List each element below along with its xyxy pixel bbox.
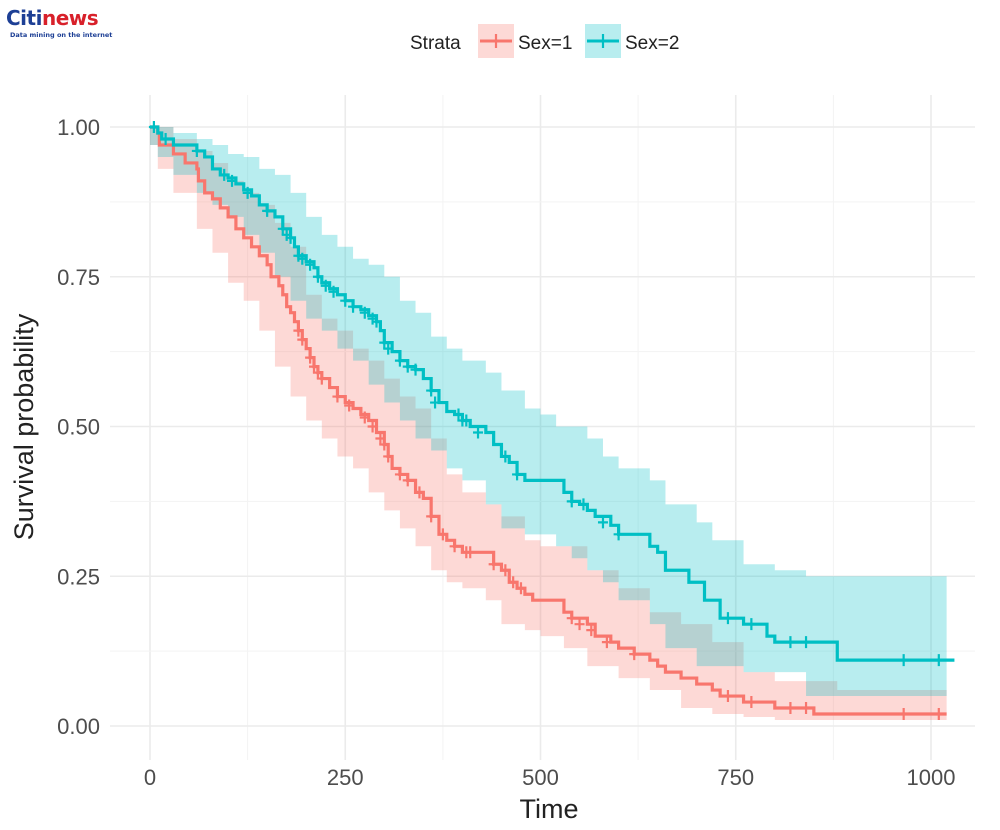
- censor-mark-1: [465, 546, 476, 559]
- censor-mark-1: [359, 411, 370, 424]
- x-tick-label: 250: [327, 765, 364, 790]
- censor-mark-2: [285, 231, 296, 244]
- censor-mark-2: [426, 384, 437, 397]
- y-axis-label: Survival probability: [9, 313, 39, 540]
- y-tick-label: 0.00: [57, 714, 100, 739]
- censor-mark-2: [328, 285, 339, 298]
- logo-part-news: news: [41, 6, 99, 30]
- logo-tagline: Data mining on the internet: [10, 31, 113, 39]
- censor-mark-1: [574, 618, 585, 631]
- censor-mark-1: [898, 708, 909, 721]
- censor-mark-1: [297, 333, 308, 346]
- censor-mark-2: [597, 516, 608, 529]
- chart-legend: Strata Sex=1 Sex=2: [410, 24, 679, 58]
- censor-mark-1: [801, 702, 812, 715]
- censor-mark-2: [473, 426, 484, 439]
- censor-mark-1: [508, 576, 519, 589]
- censor-mark-2: [227, 174, 238, 187]
- censor-mark-1: [566, 612, 577, 625]
- censor-mark-1: [402, 474, 413, 487]
- censor-mark-1: [332, 390, 343, 403]
- censor-mark-1: [449, 540, 460, 553]
- censor-mark-1: [305, 351, 316, 364]
- citinews-logo: Citinews Data mining on the internet: [6, 6, 126, 46]
- censor-mark-2: [746, 618, 757, 631]
- censor-mark-2: [262, 204, 273, 217]
- censor-mark-1: [344, 399, 355, 412]
- censor-mark-1: [426, 510, 437, 523]
- censor-mark-2: [340, 294, 351, 307]
- x-tick-label: 0: [144, 765, 156, 790]
- censor-mark-2: [722, 612, 733, 625]
- y-tick-label: 0.75: [57, 265, 100, 290]
- censor-mark-2: [297, 252, 308, 265]
- censor-mark-1: [601, 636, 612, 649]
- censor-mark-1: [515, 582, 526, 595]
- censor-mark-2: [312, 270, 323, 283]
- censor-mark-2: [148, 121, 159, 133]
- y-tick-label: 0.50: [57, 415, 100, 440]
- y-tick-label: 1.00: [57, 115, 100, 140]
- legend-label: Sex=2: [625, 33, 679, 54]
- censor-mark-2: [578, 498, 589, 511]
- censor-mark-2: [348, 300, 359, 313]
- censor-mark-2: [785, 636, 796, 649]
- censor-mark-2: [500, 450, 511, 463]
- censor-mark-1: [367, 420, 378, 433]
- confidence-bands: [150, 127, 947, 721]
- censor-mark-2: [512, 468, 523, 481]
- censor-mark-2: [219, 168, 230, 181]
- censor-mark-2: [383, 342, 394, 355]
- censor-mark-1: [586, 624, 597, 637]
- logo-part-citi: Citi: [6, 6, 42, 30]
- censor-mark-1: [383, 450, 394, 463]
- censor-mark-1: [414, 486, 425, 499]
- censor-mark-2: [613, 528, 624, 541]
- y-tick-label: 0.25: [57, 564, 100, 589]
- censor-mark-1: [437, 528, 448, 541]
- censor-mark-2: [160, 132, 171, 145]
- censor-mark-1: [500, 564, 511, 577]
- censor-mark-1: [488, 558, 499, 571]
- censor-mark-2: [305, 258, 316, 271]
- chart-axes: 0 250 500 750 1000 0.00 0.25 0.50 0.75 1.00: [57, 115, 955, 790]
- censor-mark-1: [746, 696, 757, 709]
- censor-mark-1: [394, 468, 405, 481]
- chart-grid: [110, 95, 975, 760]
- censor-mark-2: [191, 144, 202, 157]
- censor-mark-2: [371, 315, 382, 328]
- legend-label: Sex=1: [518, 33, 572, 54]
- censor-mark-1: [629, 648, 640, 661]
- x-tick-label: 1000: [907, 765, 956, 790]
- x-tick-label: 500: [522, 765, 559, 790]
- censor-mark-2: [359, 306, 370, 319]
- legend-title: Strata: [410, 33, 461, 54]
- censor-mark-1: [379, 438, 390, 451]
- x-axis-label: Time: [520, 794, 579, 824]
- censor-mark-2: [461, 414, 472, 427]
- censor-mark-1: [293, 324, 304, 337]
- censor-mark-1: [316, 372, 327, 385]
- confidence-band-2: [150, 127, 947, 697]
- censor-mark-2: [801, 636, 812, 649]
- censor-mark-1: [933, 708, 944, 721]
- censor-mark-2: [898, 654, 909, 667]
- logo-wordmark: Citinews: [6, 6, 99, 30]
- censor-mark-2: [933, 654, 944, 667]
- censor-mark-2: [320, 279, 331, 292]
- censor-mark-2: [242, 186, 253, 199]
- censor-mark-2: [394, 354, 405, 367]
- censor-mark-2: [410, 363, 421, 376]
- censor-mark-2: [566, 495, 577, 508]
- censor-mark-1: [722, 690, 733, 703]
- censor-mark-2: [430, 396, 441, 409]
- censor-mark-2: [402, 360, 413, 373]
- censor-marks: [148, 121, 944, 721]
- x-tick-label: 750: [717, 765, 754, 790]
- censor-mark-1: [785, 702, 796, 715]
